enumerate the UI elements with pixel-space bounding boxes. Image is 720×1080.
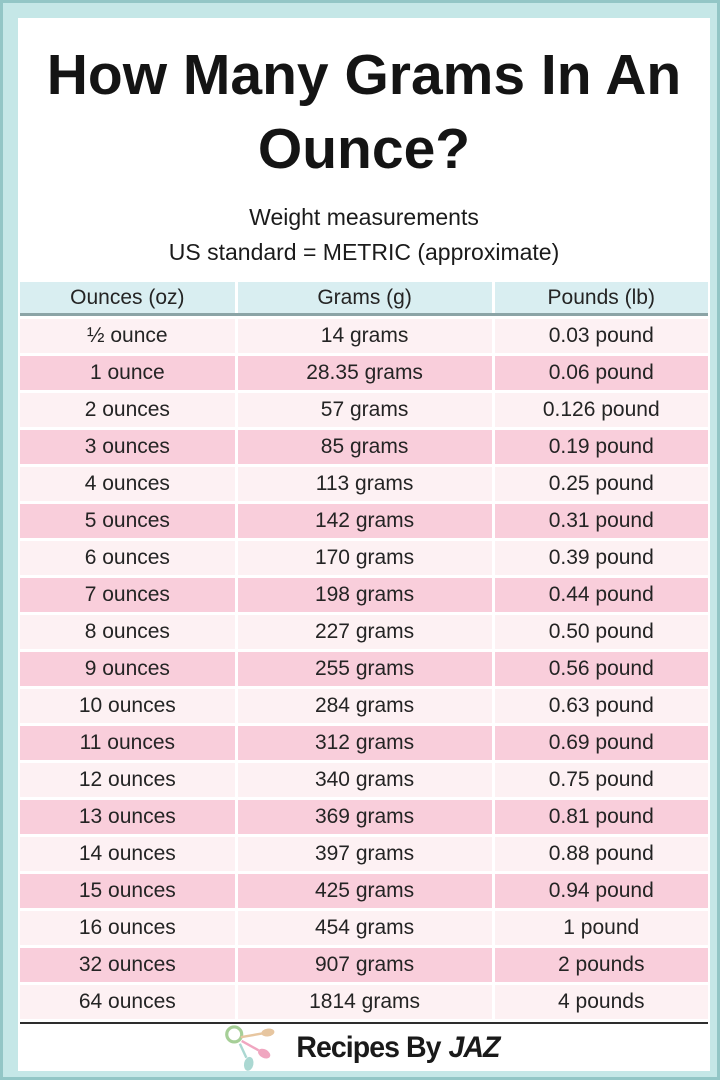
cell-ounces: 8 ounces	[20, 615, 235, 649]
table-row: ½ ounce 14 grams 0.03 pound	[20, 319, 708, 353]
cell-ounces: 13 ounces	[20, 800, 235, 834]
title-line-2: Ounce?	[257, 117, 471, 181]
cell-grams: 284 grams	[237, 689, 492, 723]
cell-pounds: 0.03 pound	[494, 319, 708, 353]
column-header-pounds: Pounds (lb)	[494, 282, 708, 313]
cell-pounds: 0.06 pound	[494, 356, 708, 390]
cell-ounces: 6 ounces	[20, 541, 235, 575]
cell-pounds: 0.25 pound	[494, 467, 708, 501]
cell-grams: 14 grams	[237, 319, 492, 353]
cell-grams: 1814 grams	[237, 985, 492, 1019]
table-row: 9 ounces 255 grams 0.56 pound	[20, 652, 708, 686]
cell-pounds: 0.31 pound	[494, 504, 708, 538]
cell-ounces: 10 ounces	[20, 689, 235, 723]
cell-ounces: 64 ounces	[20, 985, 235, 1019]
cell-ounces: 9 ounces	[20, 652, 235, 686]
cell-ounces: 11 ounces	[20, 726, 235, 760]
table-row: 11 ounces 312 grams 0.69 pound	[20, 726, 708, 760]
cell-pounds: 4 pounds	[494, 985, 708, 1019]
cell-grams: 312 grams	[237, 726, 492, 760]
subtitle-line-2: US standard = METRIC (approximate)	[168, 239, 560, 265]
title-line-1: How Many Grams In An	[46, 43, 682, 107]
cell-ounces: 32 ounces	[20, 948, 235, 982]
conversion-table: Ounces (oz) Grams (g) Pounds (lb) ½ ounc…	[20, 282, 708, 1022]
table-row: 14 ounces 397 grams 0.88 pound	[20, 837, 708, 871]
cell-pounds: 2 pounds	[494, 948, 708, 982]
cell-grams: 369 grams	[237, 800, 492, 834]
table-row: 15 ounces 425 grams 0.94 pound	[20, 874, 708, 908]
footer: Recipes By JAZ	[20, 1022, 708, 1071]
cell-pounds: 0.39 pound	[494, 541, 708, 575]
cell-pounds: 0.19 pound	[494, 430, 708, 464]
cell-pounds: 0.63 pound	[494, 689, 708, 723]
cell-grams: 907 grams	[237, 948, 492, 982]
table-row: 64 ounces 1814 grams 4 pounds	[20, 985, 708, 1019]
cell-ounces: 1 ounce	[20, 356, 235, 390]
table-row: 1 ounce 28.35 grams 0.06 pound	[20, 356, 708, 390]
cell-grams: 425 grams	[237, 874, 492, 908]
table-row: 16 ounces 454 grams 1 pound	[20, 911, 708, 945]
cell-grams: 142 grams	[237, 504, 492, 538]
cell-ounces: 4 ounces	[20, 467, 235, 501]
cell-grams: 57 grams	[237, 393, 492, 427]
page-title: How Many Grams In An Ounce?	[20, 38, 708, 186]
content-card: How Many Grams In An Ounce? Weight measu…	[18, 18, 710, 1071]
cell-ounces: 3 ounces	[20, 430, 235, 464]
subtitle-line-1: Weight measurements	[249, 204, 479, 230]
cell-grams: 113 grams	[237, 467, 492, 501]
cell-ounces: 5 ounces	[20, 504, 235, 538]
brand-suffix: JAZ	[448, 1030, 501, 1064]
column-header-ounces: Ounces (oz)	[20, 282, 235, 313]
cell-ounces: ½ ounce	[20, 319, 235, 353]
subtitle: Weight measurements US standard = METRIC…	[20, 200, 708, 270]
cell-grams: 340 grams	[237, 763, 492, 797]
cell-grams: 198 grams	[237, 578, 492, 612]
cell-grams: 85 grams	[237, 430, 492, 464]
cell-pounds: 0.75 pound	[494, 763, 708, 797]
measuring-spoons-icon	[225, 1025, 275, 1071]
cell-ounces: 2 ounces	[20, 393, 235, 427]
table-row: 6 ounces 170 grams 0.39 pound	[20, 541, 708, 575]
cell-grams: 227 grams	[237, 615, 492, 649]
column-header-grams: Grams (g)	[237, 282, 492, 313]
cell-ounces: 14 ounces	[20, 837, 235, 871]
table-row: 13 ounces 369 grams 0.81 pound	[20, 800, 708, 834]
cell-ounces: 7 ounces	[20, 578, 235, 612]
table-body: ½ ounce 14 grams 0.03 pound 1 ounce 28.35 gr…	[20, 319, 708, 1019]
table-row: 32 ounces 907 grams 2 pounds	[20, 948, 708, 982]
cell-pounds: 0.88 pound	[494, 837, 708, 871]
table-row: 8 ounces 227 grams 0.50 pound	[20, 615, 708, 649]
table-row: 7 ounces 198 grams 0.44 pound	[20, 578, 708, 612]
cell-grams: 454 grams	[237, 911, 492, 945]
table-row: 4 ounces 113 grams 0.25 pound	[20, 467, 708, 501]
cell-ounces: 16 ounces	[20, 911, 235, 945]
table-header-row: Ounces (oz) Grams (g) Pounds (lb)	[20, 282, 708, 313]
table-row: 10 ounces 284 grams 0.63 pound	[20, 689, 708, 723]
cell-pounds: 0.126 pound	[494, 393, 708, 427]
cell-grams: 255 grams	[237, 652, 492, 686]
brand-prefix: Recipes By	[296, 1030, 441, 1064]
table-row: 12 ounces 340 grams 0.75 pound	[20, 763, 708, 797]
header-divider	[20, 313, 708, 316]
brand-name: Recipes By JAZ	[296, 1030, 501, 1065]
cell-grams: 28.35 grams	[237, 356, 492, 390]
cell-pounds: 0.56 pound	[494, 652, 708, 686]
table-row: 2 ounces 57 grams 0.126 pound	[20, 393, 708, 427]
table-row: 3 ounces 85 grams 0.19 pound	[20, 430, 708, 464]
cell-pounds: 1 pound	[494, 911, 708, 945]
cell-pounds: 0.50 pound	[494, 615, 708, 649]
cell-grams: 397 grams	[237, 837, 492, 871]
cell-pounds: 0.44 pound	[494, 578, 708, 612]
cell-pounds: 0.69 pound	[494, 726, 708, 760]
cell-pounds: 0.81 pound	[494, 800, 708, 834]
cell-ounces: 12 ounces	[20, 763, 235, 797]
cell-ounces: 15 ounces	[20, 874, 235, 908]
table-row: 5 ounces 142 grams 0.31 pound	[20, 504, 708, 538]
cell-pounds: 0.94 pound	[494, 874, 708, 908]
cell-grams: 170 grams	[237, 541, 492, 575]
